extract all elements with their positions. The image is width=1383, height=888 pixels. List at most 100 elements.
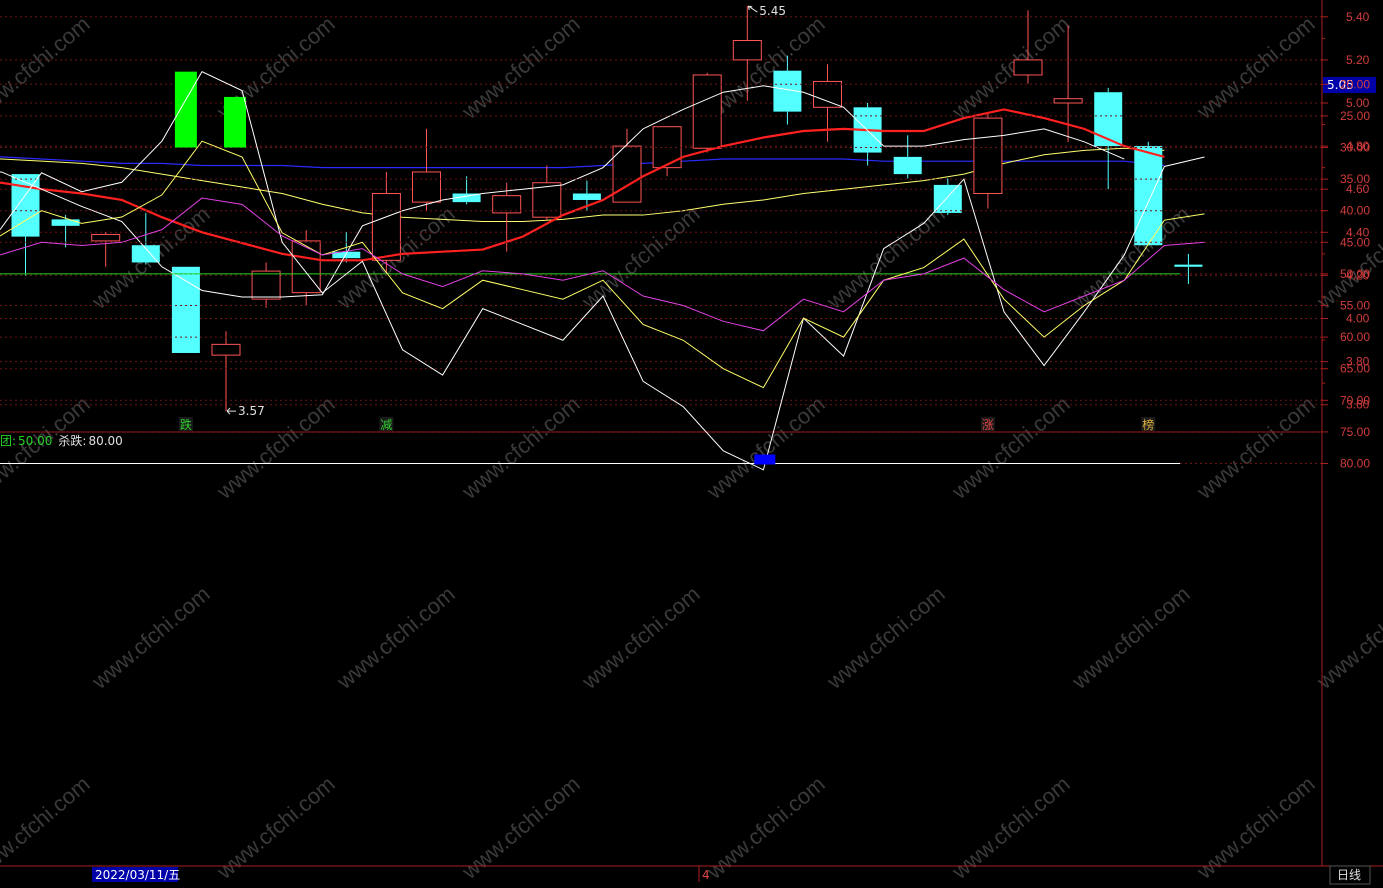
watermark-text: www.cfchi.com	[86, 581, 214, 694]
price-axis: 5.40 5.20 5.00 4.80 4.60 4.40 4.20 4.00 3.80 3.60	[1322, 10, 1370, 412]
candle[interactable]	[371, 171, 401, 274]
period-tab[interactable]	[1329, 865, 1371, 885]
candle-body-down	[171, 266, 200, 353]
candle-body-down	[332, 251, 361, 259]
signal-bar	[224, 96, 246, 148]
candle-body-up	[492, 195, 522, 214]
price-panel[interactable]: 5.45 3.57 跌减涨榜 5.405.205.004.804.604.404…	[0, 4, 1376, 432]
candle-body-down	[893, 156, 922, 175]
signal-marker: 榜	[1142, 417, 1154, 432]
candle-body-up	[1053, 98, 1083, 104]
price-tick-label: 4.40	[1346, 225, 1370, 239]
candle-body-up	[291, 240, 321, 294]
candle[interactable]	[131, 212, 160, 265]
watermark-text: www.cfchi.com	[821, 581, 949, 694]
indicator-tick-label: 30.00	[1340, 141, 1370, 155]
watermark-text: www.cfchi.com	[1066, 581, 1194, 694]
candle[interactable]	[933, 178, 962, 216]
watermark-text: www.cfchi.com	[456, 391, 584, 504]
candle[interactable]	[612, 128, 642, 203]
signal-marker: 减	[380, 418, 392, 432]
bottom-bar[interactable]: 2022/03/11/五 4 日线	[0, 865, 1383, 885]
candle[interactable]	[813, 64, 842, 142]
candle-body-down	[1094, 92, 1123, 147]
candle[interactable]	[732, 6, 762, 101]
candle[interactable]	[251, 262, 281, 308]
cursor-label: 4	[702, 868, 710, 882]
candle[interactable]	[973, 113, 1003, 209]
candle[interactable]	[291, 230, 321, 306]
candle[interactable]	[211, 331, 241, 412]
high-price-label: 5.45	[759, 4, 786, 18]
indicator-axis: 80.00 75.00 70.00 65.00 60.00 55.00 50.00 45.00…	[1322, 77, 1370, 471]
candle-body-down	[1134, 146, 1163, 246]
watermark-text: www.cfchi.com	[576, 581, 704, 694]
candle[interactable]	[692, 72, 722, 153]
signal-markers: 跌减涨榜	[178, 417, 1156, 432]
indicator-tick-label: 50.00	[1340, 267, 1370, 281]
candle-body-down	[1174, 264, 1203, 267]
candle[interactable]	[452, 176, 481, 205]
candle[interactable]	[171, 266, 200, 353]
price-tick-label: 4.00	[1346, 312, 1370, 326]
price-tick-label: 5.00	[1346, 96, 1370, 110]
candle[interactable]	[11, 174, 40, 276]
candle[interactable]	[853, 103, 882, 166]
candle-body-up	[692, 74, 722, 149]
candle[interactable]	[91, 232, 121, 267]
watermark-text: www.cfchi.com	[211, 391, 339, 504]
candle[interactable]	[1094, 87, 1123, 190]
price-tick-label: 3.80	[1346, 355, 1370, 369]
candle[interactable]	[1174, 253, 1203, 285]
candle-body-up	[973, 117, 1003, 195]
candle[interactable]	[532, 165, 562, 220]
candle-body-up	[91, 233, 121, 242]
watermark-text: www.cfchi.com	[456, 11, 584, 124]
current-price-label: 5.05	[1327, 78, 1354, 92]
j-line	[0, 197, 1205, 332]
legend-label-0: 团:	[0, 434, 16, 448]
top-signal-marker	[754, 454, 776, 465]
candle[interactable]	[1053, 25, 1083, 142]
candle-body-up	[412, 171, 441, 203]
candle[interactable]	[1134, 141, 1163, 246]
candle-body-up	[612, 145, 642, 203]
signal-marker: 涨	[982, 417, 994, 432]
candle[interactable]	[412, 128, 441, 211]
indicator-tick-label: 65.00	[1340, 362, 1370, 376]
date-box	[92, 867, 178, 882]
candle[interactable]	[492, 182, 522, 252]
watermark-text: www.cfchi.com	[946, 391, 1074, 504]
ma10-path	[0, 108, 1165, 262]
price-tick-label: 5.40	[1346, 10, 1370, 24]
candle-body-down	[131, 245, 160, 263]
watermark-text: www.cfchi.com	[0, 11, 95, 124]
indicator-tick-label: 70.00	[1340, 393, 1370, 407]
indicator-tick-label: 40.00	[1340, 204, 1370, 218]
indicator-tick-label: 80.00	[1340, 457, 1370, 471]
indicator-legend: 团: 50.00 杀跌: 80.00	[0, 433, 123, 448]
candle-body-up	[211, 343, 241, 356]
watermark-text: www.cfchi.com	[1191, 11, 1319, 124]
price-tick-label: 4.20	[1346, 268, 1370, 282]
legend-label-1: 杀跌:	[58, 433, 86, 448]
watermark-text: www.cfchi.com	[946, 11, 1074, 124]
ma60-path	[0, 156, 1165, 169]
low-arrow-icon	[226, 407, 236, 415]
watermarks: www.cfchi.com www.cfchi.com www.cfchi.com w…	[0, 11, 1383, 884]
high-arrow-icon	[747, 5, 758, 13]
indicator-lines	[0, 71, 1205, 471]
indicator-tick-label: 75.00	[1340, 425, 1370, 439]
indicator-panel[interactable]: 80.00 75.00 70.00 65.00 60.00 55.00 50.00 45.00…	[0, 71, 1370, 471]
period-label[interactable]: 日线	[1337, 868, 1361, 882]
low-price-label: 3.57	[238, 404, 265, 418]
legend-value-1: 80.00	[88, 434, 122, 448]
indicator-tick-label: 45.00	[1340, 235, 1370, 249]
candle[interactable]	[1013, 10, 1043, 84]
watermark-text: www.cfchi.com	[946, 771, 1074, 884]
candle-body-down	[572, 193, 601, 200]
candle[interactable]	[893, 135, 922, 179]
watermark-text: www.cfchi.com	[821, 201, 949, 314]
